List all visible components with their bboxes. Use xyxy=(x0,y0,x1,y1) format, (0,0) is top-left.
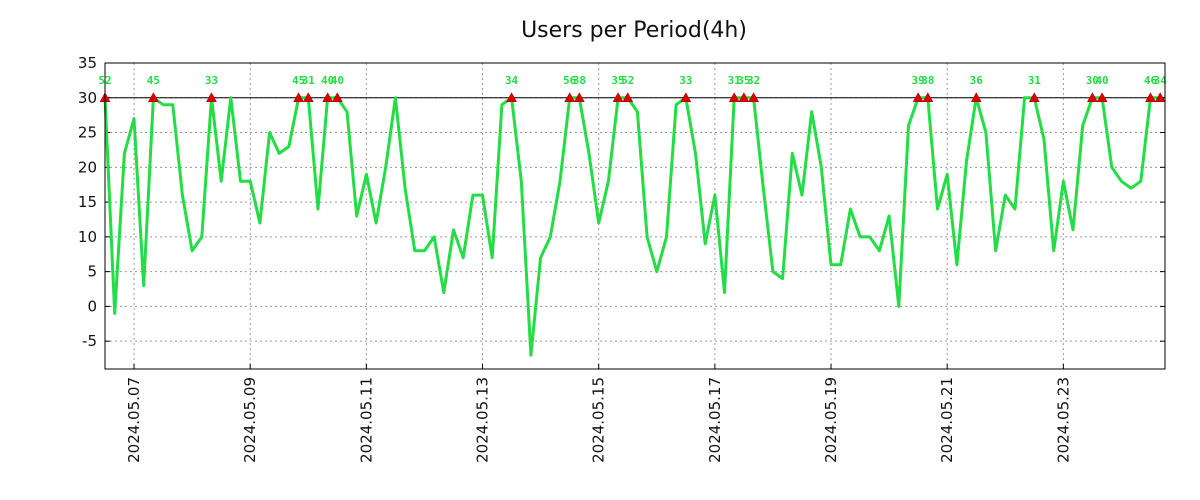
y-tick-label: -5 xyxy=(82,332,97,350)
peak-label: 34 xyxy=(505,74,519,87)
x-tick-label: 2024.05.17 xyxy=(706,377,724,463)
peak-label: 40 xyxy=(1095,74,1108,87)
peak-marker xyxy=(573,92,585,103)
peak-marker xyxy=(206,92,217,103)
x-tick-label: 2024.05.13 xyxy=(474,377,492,463)
plot-frame xyxy=(104,62,1166,370)
peak-marker xyxy=(1086,92,1098,103)
series-line-users xyxy=(103,96,1161,357)
x-axis-ticks: 2024.05.07 2024.05.09 2024.05.11 2024.05.13… xyxy=(125,364,1072,463)
peak-label: 35 xyxy=(611,74,624,87)
peak-label: 33 xyxy=(205,74,218,87)
y-tick-label: 15 xyxy=(78,193,97,211)
peak-marker xyxy=(970,92,982,103)
y-tick-label: 20 xyxy=(78,158,97,176)
peak-marker xyxy=(922,92,934,103)
peak-label: 52 xyxy=(621,74,634,87)
peak-label: 33 xyxy=(679,74,692,87)
peak-marker xyxy=(1145,92,1156,103)
x-tick-label: 2024.05.07 xyxy=(125,377,143,463)
y-axis-ticks: -5 0 5 10 15 20 25 30 35 xyxy=(78,54,1165,350)
peak-marker xyxy=(1096,92,1108,103)
peak-label: 31 xyxy=(302,74,316,87)
peak-marker xyxy=(302,92,314,103)
peak-label: 32 xyxy=(747,74,760,87)
peak-marker xyxy=(293,92,305,103)
peak-label: 38 xyxy=(921,74,934,87)
peak-label: 40 xyxy=(331,74,344,87)
x-tick-label: 2024.05.19 xyxy=(822,377,840,463)
y-tick-label: 35 xyxy=(78,54,97,72)
peak-marker xyxy=(331,92,343,103)
peak-label: 45 xyxy=(292,74,305,87)
peak-label: 35 xyxy=(737,74,750,87)
peak-marker xyxy=(506,92,518,103)
peak-label: 56 xyxy=(563,74,577,87)
chart-title: Users per Period(4h) xyxy=(521,18,747,43)
peak-label: 46 xyxy=(1144,74,1158,87)
peak-marker xyxy=(1028,92,1040,103)
y-tick-label: 30 xyxy=(78,89,97,107)
peak-label: 36 xyxy=(970,74,984,87)
x-tick-label: 2024.05.21 xyxy=(938,377,956,463)
x-tick-label: 2024.05.15 xyxy=(590,377,608,463)
peak-label: 38 xyxy=(573,74,586,87)
peak-marker xyxy=(622,92,634,103)
peak-marker xyxy=(1154,92,1166,103)
peak-label: 39 xyxy=(912,74,925,87)
peak-marker xyxy=(738,92,750,103)
peak-marker xyxy=(612,92,624,103)
peak-marker xyxy=(147,92,159,103)
y-tick-label: 0 xyxy=(87,297,97,315)
peak-label: 45 xyxy=(147,74,160,87)
peak-marker xyxy=(564,92,576,103)
peak-label: 30 xyxy=(1086,74,1099,87)
peak-label: 31 xyxy=(728,74,742,87)
y-tick-label: 25 xyxy=(78,124,97,142)
peak-marker xyxy=(748,92,760,103)
peak-label: 34 xyxy=(1154,74,1168,87)
x-tick-label: 2024.05.09 xyxy=(241,377,259,463)
peak-marker xyxy=(728,92,740,103)
y-tick-label: 5 xyxy=(87,263,97,281)
peak-label: 40 xyxy=(321,74,334,87)
peak-label: 31 xyxy=(1028,74,1042,87)
peak-marker xyxy=(322,92,334,103)
peak-marker xyxy=(680,92,692,103)
y-tick-label: 10 xyxy=(78,228,97,246)
x-tick-label: 2024.05.11 xyxy=(357,377,375,463)
peak-marker xyxy=(912,92,924,103)
x-tick-label: 2024.05.23 xyxy=(1054,377,1072,463)
